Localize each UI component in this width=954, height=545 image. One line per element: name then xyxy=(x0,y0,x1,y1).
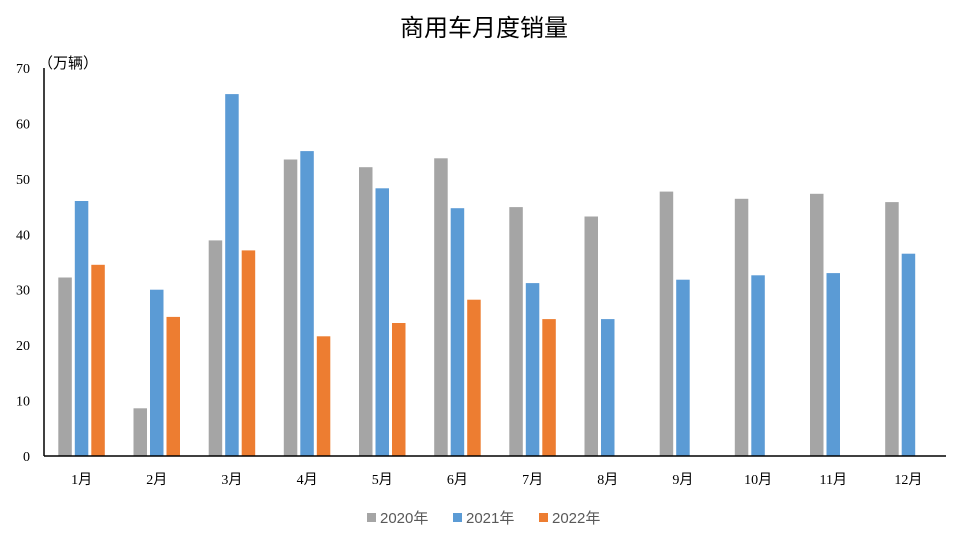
bar-4月-2021年 xyxy=(300,151,314,456)
y-axis-ticks: 0 10 20 30 40 50 60 70 xyxy=(16,62,30,465)
y-tick-label: 70 xyxy=(16,62,30,77)
legend-swatch xyxy=(367,513,376,522)
x-tick-label: 7月 xyxy=(522,472,543,488)
bar-2月-2022年 xyxy=(166,316,180,456)
bar-8月-2021年 xyxy=(601,319,615,456)
bar-6月-2020年 xyxy=(434,158,448,457)
x-axis-ticks: 1月 2月 3月 4月 5月 6月 7月 8月 9月 10月 11月 12月 xyxy=(71,472,922,488)
x-tick-label: 2月 xyxy=(146,472,167,488)
y-tick-label: 0 xyxy=(23,450,30,465)
bar-10月-2021年 xyxy=(751,275,765,456)
bar-2月-2021年 xyxy=(150,289,164,456)
legend-label: 2020年 xyxy=(380,510,428,527)
bar-7月-2020年 xyxy=(509,207,523,456)
bar-1月-2020年 xyxy=(58,277,72,456)
bars xyxy=(58,94,916,457)
legend-swatch xyxy=(539,513,548,522)
bar-12月-2020年 xyxy=(885,202,899,456)
bar-4月-2020年 xyxy=(283,159,298,456)
y-tick-label: 50 xyxy=(16,173,30,188)
legend-label: 2021年 xyxy=(466,510,514,527)
y-axis-unit-label: （万辆） xyxy=(38,54,98,72)
x-tick-label: 10月 xyxy=(744,472,772,488)
bar-2月-2020年 xyxy=(133,408,147,456)
bar-3月-2021年 xyxy=(225,94,239,456)
x-tick-label: 8月 xyxy=(597,472,618,488)
bar-7月-2022年 xyxy=(542,319,556,456)
y-tick-label: 10 xyxy=(16,395,30,410)
chart-title: 商用车月度销量 xyxy=(400,14,568,42)
legend-label: 2022年 xyxy=(552,510,600,527)
bar-9月-2021年 xyxy=(676,279,690,456)
legend: 2020年 2021年 2022年 xyxy=(367,510,600,527)
bar-12月-2021年 xyxy=(901,253,916,456)
y-tick-label: 60 xyxy=(16,117,30,132)
bar-6月-2022年 xyxy=(467,299,481,456)
x-tick-label: 6月 xyxy=(447,472,468,488)
bar-1月-2021年 xyxy=(74,201,89,456)
legend-swatch xyxy=(453,513,462,522)
bar-6月-2021年 xyxy=(450,208,465,456)
x-tick-label: 11月 xyxy=(820,472,847,488)
x-tick-label: 3月 xyxy=(221,472,242,488)
y-tick-label: 20 xyxy=(16,339,30,354)
x-tick-label: 1月 xyxy=(71,472,92,488)
bar-7月-2021年 xyxy=(525,283,540,456)
bar-1月-2022年 xyxy=(91,264,105,456)
bar-5月-2022年 xyxy=(392,323,406,456)
x-tick-label: 5月 xyxy=(372,472,393,488)
bar-8月-2020年 xyxy=(584,216,598,456)
bar-4月-2022年 xyxy=(316,336,331,456)
bar-5月-2021年 xyxy=(375,188,389,457)
bar-3月-2020年 xyxy=(208,240,223,456)
x-tick-label: 4月 xyxy=(297,472,318,488)
bar-11月-2021年 xyxy=(826,273,840,456)
x-tick-label: 12月 xyxy=(894,472,922,488)
x-tick-label: 9月 xyxy=(672,472,693,488)
y-tick-label: 30 xyxy=(16,284,30,299)
bar-3月-2022年 xyxy=(241,250,256,456)
y-tick-label: 40 xyxy=(16,228,30,243)
bar-5月-2020年 xyxy=(359,167,373,456)
bar-11月-2020年 xyxy=(810,193,824,457)
bar-9月-2020年 xyxy=(659,191,674,456)
bar-10月-2020年 xyxy=(734,198,749,457)
